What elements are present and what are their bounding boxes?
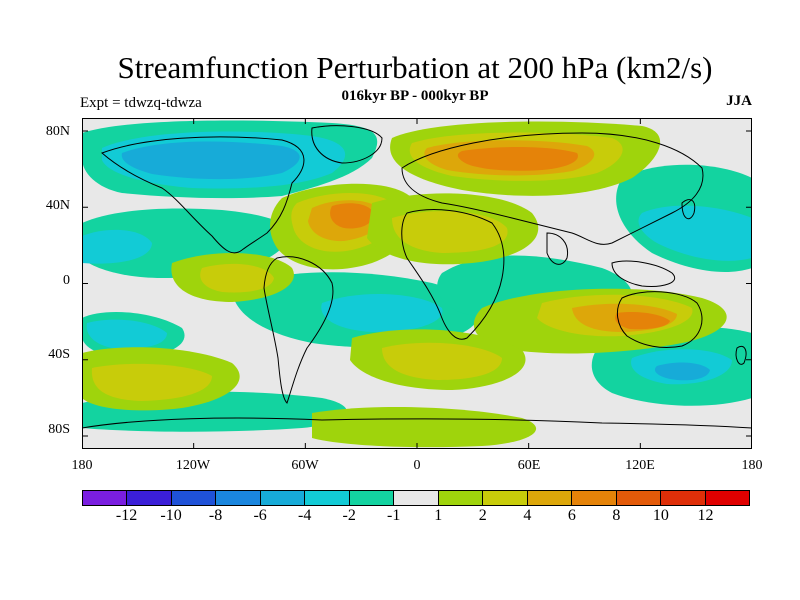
- colorbar-label: 8: [612, 507, 621, 524]
- north-america-low-core: [121, 141, 300, 180]
- south-america-coast: [263, 256, 334, 404]
- coastlines: [82, 125, 752, 429]
- colorbar-segment: [483, 491, 528, 505]
- positive-anomaly-fields: [82, 121, 727, 448]
- colorbar-segment: [216, 491, 261, 505]
- experiment-label: Expt = tdwzq-tdwza: [80, 95, 202, 111]
- southern-ocean-high: [312, 406, 537, 448]
- y-tick-80n: 80N: [45, 124, 70, 139]
- colorbar-label: 6: [567, 507, 576, 524]
- x-tick-120w: 120W: [175, 458, 211, 473]
- colorbar-label: 10: [652, 507, 669, 524]
- x-tick-180w: 180: [71, 458, 93, 473]
- colorbar-segment: [705, 491, 750, 505]
- colorbar-segment: [171, 491, 217, 505]
- colorbar-segment: [349, 491, 395, 505]
- colorbar-label: -8: [208, 507, 223, 524]
- colorbar-label: -1: [387, 507, 401, 524]
- colorbar-label: 4: [523, 507, 532, 524]
- colorbar-label: 12: [697, 507, 714, 524]
- greenland-coast: [311, 125, 383, 164]
- east-pacific-low-inner: [82, 229, 152, 264]
- x-tick-120e: 120E: [625, 458, 655, 473]
- colorbar-segment: [438, 491, 484, 505]
- antarctica-coast: [82, 417, 752, 429]
- south-indian-high-inner: [382, 342, 502, 380]
- colorbar-segment: [127, 491, 172, 505]
- map-frame: [82, 118, 752, 449]
- southwest-pacific-low-inner: [86, 319, 167, 349]
- y-tick-40n: 40N: [45, 198, 70, 213]
- colorbar-segment: [527, 491, 573, 505]
- africa-coast: [401, 209, 505, 340]
- colorbar-segment: [572, 491, 617, 505]
- japan-coast: [681, 199, 696, 220]
- new-zealand-coast: [735, 345, 747, 365]
- colorbar-segment: [394, 491, 439, 505]
- eurasia-high-core: [457, 147, 578, 171]
- colorbar-segment: [305, 491, 350, 505]
- colorbar-label: -2: [342, 507, 356, 524]
- australia-high-core: [615, 311, 670, 330]
- colorbar-segment: [661, 491, 706, 505]
- x-tick-180e: 180: [741, 458, 763, 473]
- colorbar-label: -6: [253, 507, 267, 524]
- y-tick-0: 0: [63, 273, 70, 288]
- colorbar: [82, 490, 750, 506]
- y-tick-80s: 80S: [48, 422, 70, 437]
- y-tick-40s: 40S: [48, 347, 70, 362]
- streamfunction-map: [82, 118, 752, 449]
- north-america-coast: [101, 136, 305, 254]
- colorbar-label: -12: [115, 507, 138, 524]
- map-subtitle: 016kyr BP - 000kyr BP: [341, 88, 489, 104]
- colorbar-label: 1: [434, 507, 443, 524]
- tropical-atlantic-high-inner: [200, 263, 274, 293]
- x-tick-60e: 60E: [517, 458, 541, 473]
- australia-coast: [616, 291, 703, 349]
- x-tick-0: 0: [413, 458, 421, 473]
- colorbar-segment: [616, 491, 662, 505]
- colorbar-segment: [83, 491, 128, 505]
- colorbar-segment: [260, 491, 306, 505]
- atlantic-high-core: [330, 203, 374, 229]
- map-title: Streamfunction Perturbation at 200 hPa (…: [117, 50, 713, 85]
- colorbar-label: -4: [297, 507, 312, 524]
- south-atlantic-low-inner: [321, 293, 443, 333]
- india-coast: [546, 232, 569, 265]
- colorbar-label: -10: [160, 507, 182, 524]
- southeast-asia-islands: [611, 260, 675, 287]
- west-pacific-low-inner: [638, 205, 752, 261]
- x-tick-60w: 60W: [291, 458, 319, 473]
- season-label: JJA: [726, 93, 752, 109]
- colorbar-label: 2: [478, 507, 487, 524]
- southeast-pacific-low-core: [654, 362, 710, 381]
- eurasia-coast: [401, 132, 704, 245]
- north-africa-high-inner: [392, 211, 508, 253]
- south-pacific-high-inner: [91, 363, 212, 401]
